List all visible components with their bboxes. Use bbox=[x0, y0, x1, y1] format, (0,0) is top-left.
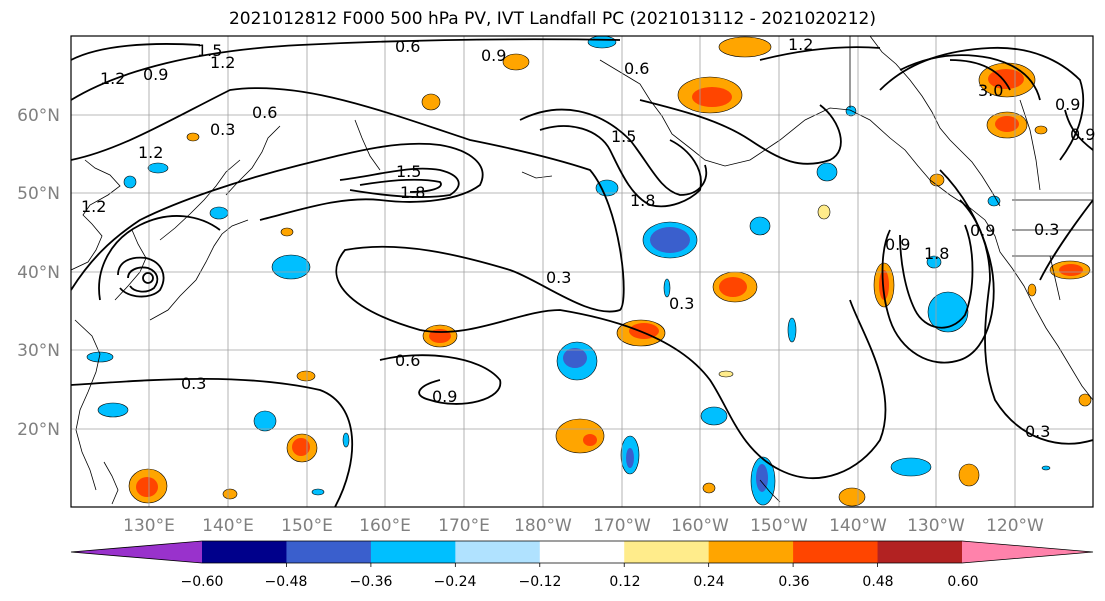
contour-label: 1.8 bbox=[924, 244, 949, 263]
contour-label: 1.2 bbox=[788, 35, 813, 54]
colorbar-segment bbox=[539, 541, 625, 563]
lon-label: 140°W bbox=[829, 516, 887, 536]
lon-label: 120°W bbox=[986, 516, 1044, 536]
map-title: 2021012812 F000 500 hPa PV, IVT Landfall… bbox=[228, 9, 876, 29]
contour-label: 1.5 bbox=[396, 162, 421, 181]
lon-label: 170°W bbox=[593, 516, 651, 536]
colorbar-extend-high bbox=[962, 541, 1093, 563]
contour-label: 0.9 bbox=[970, 221, 995, 240]
longitude-labels: 130°E 140°E 150°E 160°E 170°E 180°W 170°… bbox=[123, 516, 1044, 536]
plot-frame bbox=[70, 35, 1094, 508]
lat-label: 30°N bbox=[17, 341, 60, 361]
contour-label: 0.9 bbox=[1070, 125, 1095, 144]
lat-label: 20°N bbox=[17, 420, 60, 440]
contour-label: 0.3 bbox=[1025, 422, 1050, 441]
colorbar-tick-label: 0.48 bbox=[862, 574, 893, 590]
contour-label-group: 1.5 1.2 0.9 0.6 0.3 0.6 0.9 0.6 1.2 1.5 … bbox=[81, 35, 1095, 441]
contour-label: 1.2 bbox=[100, 69, 125, 88]
colorbar-tick-label: −0.48 bbox=[265, 574, 308, 590]
contour-label: 1.8 bbox=[630, 191, 655, 210]
contour-label: 0.9 bbox=[1055, 95, 1080, 114]
contour-label: 0.3 bbox=[669, 294, 694, 313]
contour-label: 1.2 bbox=[138, 143, 163, 162]
contour-label: 3.0 bbox=[978, 81, 1003, 100]
colorbar-tick-label: 0.36 bbox=[778, 574, 809, 590]
colorbar-tick-label: 0.12 bbox=[609, 574, 640, 590]
colorbar-ticks: −0.60 −0.48 −0.36 −0.24 −0.12 0.12 0.24 … bbox=[181, 574, 979, 590]
colorbar-tick-label: −0.12 bbox=[519, 574, 562, 590]
lon-label: 130°W bbox=[907, 516, 965, 536]
lat-label: 60°N bbox=[17, 106, 60, 126]
lon-label: 160°E bbox=[359, 516, 411, 536]
contour-label: 1.2 bbox=[210, 53, 235, 72]
contour-label: 1.2 bbox=[81, 197, 106, 216]
lon-label: 180°W bbox=[514, 516, 572, 536]
colorbar-tick-label: −0.60 bbox=[181, 574, 224, 590]
colorbar-segment bbox=[455, 541, 541, 563]
colorbar bbox=[70, 540, 1094, 567]
colorbar-segment bbox=[793, 541, 879, 563]
contour-label: 1.5 bbox=[611, 127, 636, 146]
lon-label: 130°E bbox=[123, 516, 175, 536]
colorbar-segment bbox=[877, 541, 963, 563]
graticule bbox=[71, 36, 1093, 507]
lon-label: 150°E bbox=[281, 516, 333, 536]
colorbar-tick-label: 0.60 bbox=[947, 574, 978, 590]
lat-label: 50°N bbox=[17, 184, 60, 204]
colorbar-tick-label: 0.24 bbox=[693, 574, 724, 590]
colorbar-segment bbox=[708, 541, 794, 563]
contour-label: 1.8 bbox=[400, 183, 425, 202]
contour-label: 0.3 bbox=[546, 268, 571, 287]
contour-label: 0.9 bbox=[432, 387, 457, 406]
latitude-labels: 60°N 50°N 40°N 30°N 20°N bbox=[17, 106, 60, 440]
contour-label: 0.3 bbox=[210, 120, 235, 139]
coastlines bbox=[71, 36, 1093, 505]
pv-contours bbox=[71, 38, 1093, 507]
colorbar-segment bbox=[370, 541, 456, 563]
contour-label: 0.6 bbox=[395, 37, 420, 56]
colorbar-segment bbox=[202, 541, 287, 563]
lon-label: 150°W bbox=[750, 516, 808, 536]
lon-label: 160°W bbox=[671, 516, 729, 536]
contour-label: 1.5 bbox=[197, 41, 222, 60]
colorbar-segment bbox=[624, 541, 710, 563]
lon-label: 140°E bbox=[202, 516, 254, 536]
contour-label: 0.6 bbox=[395, 351, 420, 370]
contour-label: 0.9 bbox=[143, 65, 168, 84]
contour-label: 0.6 bbox=[624, 59, 649, 78]
colorbar-extend-low bbox=[71, 541, 202, 563]
colorbar-tick-label: −0.36 bbox=[350, 574, 393, 590]
colorbar-tick-label: −0.24 bbox=[434, 574, 477, 590]
contour-label: 0.6 bbox=[252, 103, 277, 122]
contour-label: 0.3 bbox=[1034, 220, 1059, 239]
colorbar-segment bbox=[286, 541, 372, 563]
lat-label: 40°N bbox=[17, 263, 60, 283]
contour-label: 0.9 bbox=[885, 235, 910, 254]
contour-label: 0.9 bbox=[481, 46, 506, 65]
contour-label: 0.3 bbox=[181, 374, 206, 393]
colorbar-outline bbox=[70, 540, 1094, 564]
ivt-anomaly-fill bbox=[86, 36, 1092, 507]
lon-label: 170°E bbox=[438, 516, 490, 536]
